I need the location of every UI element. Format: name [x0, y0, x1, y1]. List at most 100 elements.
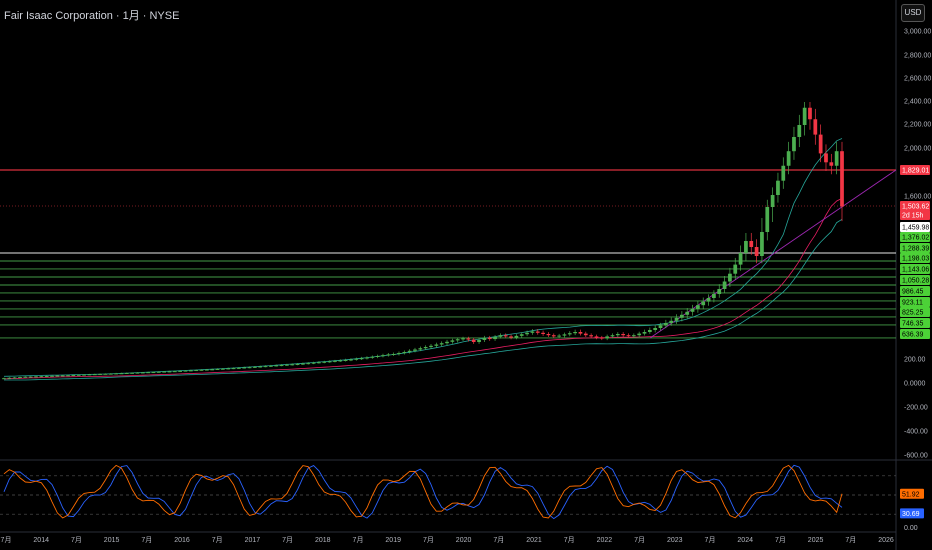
candle-body: [274, 365, 279, 367]
candle-body: [610, 335, 615, 337]
price-tick-label: 0.0000: [904, 381, 926, 388]
candle-body: [594, 336, 599, 338]
candle-body: [765, 207, 770, 232]
time-tick-label: 7月: [423, 536, 434, 544]
candle-body: [92, 374, 97, 376]
candle-body: [471, 339, 476, 342]
candle-body: [706, 298, 711, 302]
candle-body: [50, 375, 54, 377]
candle-body: [12, 377, 17, 379]
time-tick-label: 2021: [526, 537, 542, 544]
candle-body: [269, 365, 273, 367]
time-tick-label: 2015: [104, 537, 120, 544]
candle-body: [140, 372, 145, 374]
candle-body: [733, 264, 738, 274]
candle-body: [263, 366, 268, 368]
price-tick-label: 3,000.00: [904, 29, 931, 36]
candle-body: [776, 180, 780, 195]
candle-body: [696, 305, 700, 309]
upper-band-line: [3, 138, 843, 377]
candle-body: [562, 334, 567, 336]
candle-body: [66, 375, 70, 377]
candle-body: [44, 376, 49, 378]
candle-body: [252, 366, 257, 368]
candle-body: [482, 337, 487, 340]
time-tick-label: 7月: [141, 536, 152, 544]
currency-button[interactable]: USD: [901, 4, 925, 22]
oscillator-badge-bg: [900, 488, 924, 499]
price-tick-label: -400.00: [904, 429, 928, 436]
time-tick-label: 7月: [1, 536, 12, 544]
candle-body: [786, 151, 791, 166]
chart-title: Fair Isaac Corporation · 1月 · NYSE: [4, 10, 180, 22]
time-tick-label: 2026: [878, 537, 894, 544]
candle-body: [728, 273, 732, 282]
price-badge-1,198.03: 1,198.03: [902, 256, 929, 263]
price-badge-1,143.06: 1,143.06: [902, 267, 929, 274]
oscillator-fast-line: [3, 464, 843, 520]
candle-body: [194, 370, 199, 372]
price-badge-bg: [900, 329, 930, 339]
candle-body: [722, 281, 727, 289]
candle-body: [680, 314, 684, 318]
candle-body: [631, 335, 636, 337]
candle-body: [146, 372, 150, 374]
candle-body: [354, 358, 359, 360]
candle-body: [82, 374, 86, 376]
candle-body: [317, 362, 321, 364]
price-badge-1,288.39: 1,288.39: [902, 246, 929, 253]
candle-body: [39, 376, 44, 378]
candle-body: [567, 333, 572, 335]
candle-body: [738, 253, 743, 265]
candle-body: [551, 335, 556, 337]
price-tick-label: 2,600.00: [904, 76, 931, 83]
candle-body: [242, 367, 247, 369]
time-tick-label: 7月: [775, 536, 786, 544]
time-tick-label: 7月: [212, 536, 223, 544]
candle-body: [642, 332, 647, 334]
candle-body: [455, 339, 460, 341]
candle-body: [493, 336, 497, 340]
candle-body: [370, 356, 375, 358]
candle-body: [813, 119, 818, 135]
price-tick-label: 2,400.00: [904, 99, 931, 106]
candle-body: [220, 368, 225, 370]
price-badge-bg: [900, 318, 930, 328]
candle-body: [429, 345, 433, 347]
time-tick-label: 7月: [353, 536, 364, 544]
time-tick-label: 2014: [33, 537, 49, 544]
candle-body: [829, 162, 834, 166]
oscillator-zero-label: 0.00: [904, 525, 918, 532]
price-badge-986.45: 986.45: [902, 289, 924, 296]
price-badge-bg: [900, 210, 930, 220]
price-badge-636.39: 636.39: [902, 332, 924, 339]
candle-body: [840, 151, 844, 207]
price-badge-bg: [900, 275, 930, 285]
time-tick-label: 2022: [597, 537, 613, 544]
candle-body: [210, 369, 215, 371]
candle-body: [375, 356, 380, 357]
candle-body: [557, 335, 561, 337]
candle-body: [749, 241, 754, 247]
price-tick-label: -600.00: [904, 453, 928, 460]
candle-body: [450, 340, 455, 342]
candle-body: [7, 377, 12, 379]
time-tick-label: 7月: [845, 536, 856, 544]
time-tick-label: 2025: [808, 537, 824, 544]
candle-body: [834, 151, 839, 166]
candle-body: [717, 289, 722, 294]
candle-body: [2, 378, 6, 380]
candle-body: [151, 372, 156, 374]
price-badge-1,503.62: 1,503.62: [902, 204, 929, 211]
candle-body: [98, 373, 102, 375]
candle-body: [327, 361, 332, 363]
candle-body: [802, 107, 807, 125]
candle-body: [247, 367, 252, 369]
candle-body: [183, 370, 188, 372]
candle-body: [423, 347, 428, 349]
candle-body: [162, 371, 166, 373]
oscillator-badge-bg: [900, 508, 924, 519]
candle-body: [434, 344, 439, 346]
candle-body: [546, 334, 551, 336]
